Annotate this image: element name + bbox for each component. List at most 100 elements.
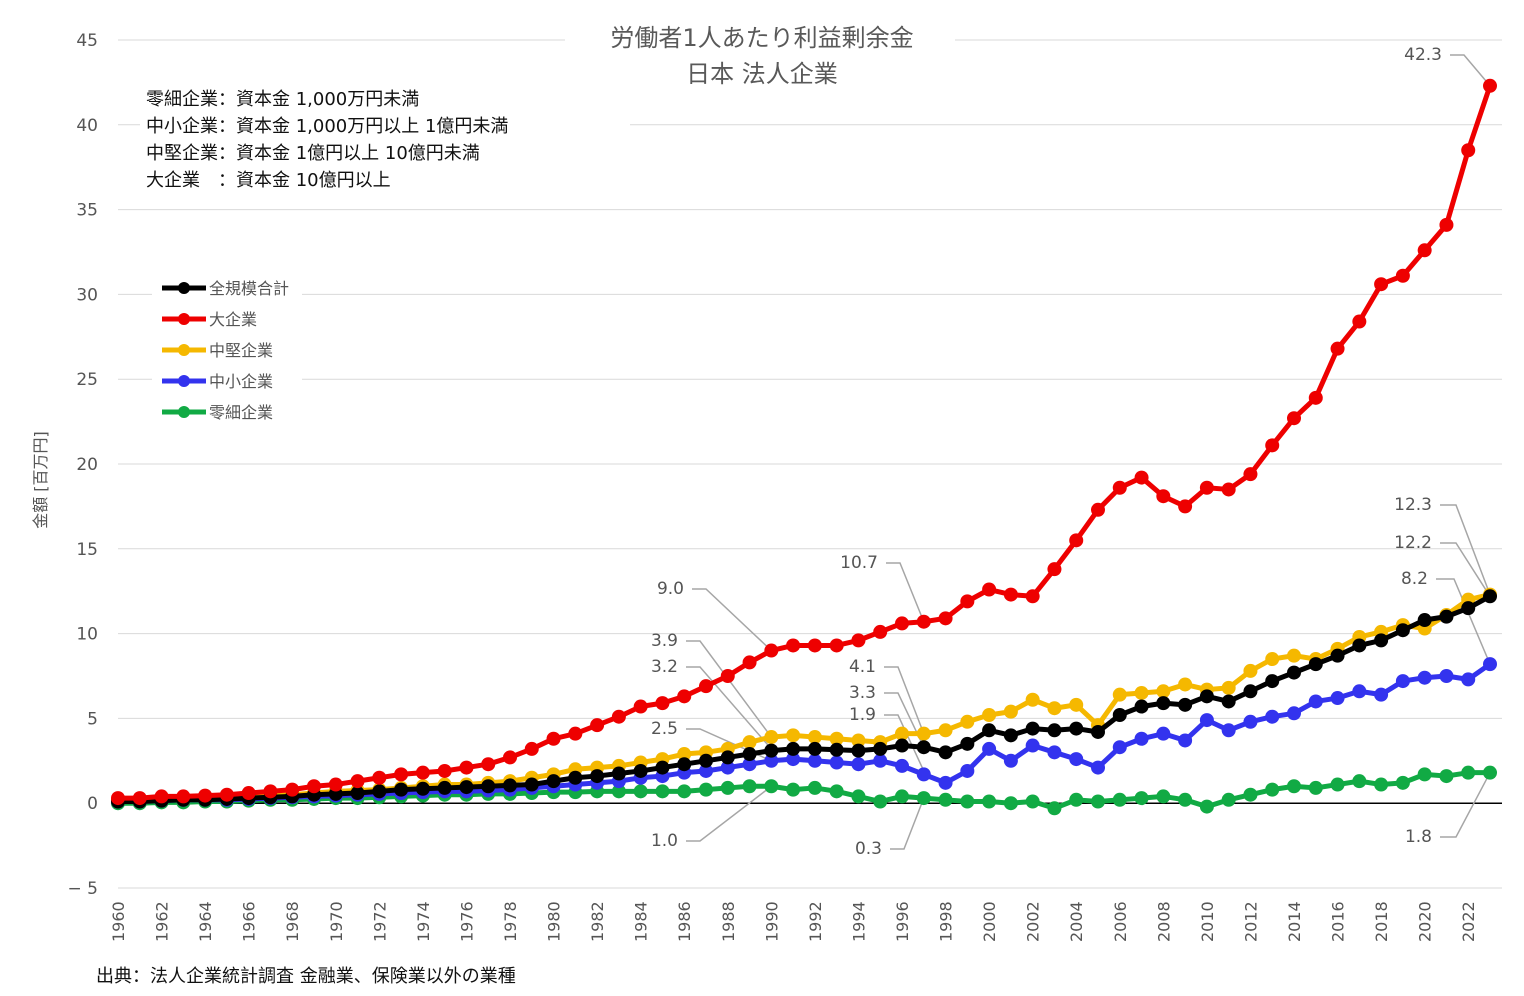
legend-label: 中小企業: [209, 372, 273, 391]
data-point: [1483, 765, 1497, 780]
data-point: [1178, 499, 1193, 514]
data-point: [742, 747, 757, 762]
series-0: [111, 589, 1497, 809]
annotation-leader-line: [686, 640, 772, 738]
y-tick-label: 0: [87, 794, 98, 814]
data-point: [720, 669, 735, 683]
data-point: [1352, 638, 1367, 653]
notes-background: [140, 84, 630, 192]
data-point: [633, 763, 648, 778]
y-axis-label: 金額 [百万円]: [31, 431, 50, 529]
data-point: [742, 757, 757, 772]
x-tick-label: 1970: [327, 901, 346, 942]
data-point: [938, 775, 953, 790]
data-point: [1243, 714, 1258, 729]
data-point: [786, 782, 801, 797]
data-point: [1308, 390, 1323, 405]
data-point: [1374, 687, 1389, 702]
data-point: [1308, 694, 1323, 709]
data-point: [219, 787, 234, 802]
data-point: [1047, 745, 1062, 760]
y-axis-ticks: − 5 0 5 10 15 20 25 30 35 40 45: [68, 31, 98, 899]
x-tick-label: 1998: [937, 901, 956, 942]
series-line: [118, 84, 1493, 801]
data-point: [611, 784, 626, 799]
data-point: [1330, 341, 1345, 356]
data-point: [699, 679, 713, 694]
data-point: [1221, 792, 1236, 807]
data-point: [851, 633, 866, 648]
note-line-4: 大企業 ：資本金 10億円以上: [146, 170, 391, 191]
data-point: [851, 757, 866, 772]
data-point: [1069, 752, 1084, 767]
legend-swatch-marker: [178, 313, 190, 325]
data-point: [873, 753, 888, 768]
data-point: [764, 643, 779, 658]
data-point: [1374, 777, 1389, 792]
data-point: [677, 689, 692, 704]
data-point: [655, 784, 670, 799]
data-point: [1003, 753, 1018, 768]
data-point: [699, 763, 713, 778]
data-point: [916, 614, 931, 629]
y-tick-label: 45: [76, 31, 98, 51]
data-point: [1199, 713, 1214, 728]
x-tick-label: 1964: [196, 901, 215, 942]
data-point: [1417, 613, 1432, 628]
data-point: [829, 638, 844, 653]
data-point: [938, 723, 953, 738]
data-point: [1047, 701, 1062, 716]
data-point: [1483, 78, 1497, 93]
data-point: [764, 730, 779, 745]
legend-label: 大企業: [209, 310, 257, 329]
data-point: [1025, 738, 1040, 753]
data-point: [1439, 669, 1454, 683]
annotation-labels: 42.3 12.3 12.2 8.2 1.8 10.7 9.0 3.9 3.2 2.5 4.1 3.3…: [651, 45, 1442, 859]
data-point: [720, 780, 735, 795]
data-point: [524, 777, 539, 792]
data-point: [1134, 685, 1149, 700]
data-point: [372, 784, 387, 799]
x-tick-label: 1996: [893, 901, 912, 942]
data-point: [1461, 672, 1476, 687]
annotation-leader-line: [1440, 542, 1491, 597]
annotation-label: 1.8: [1405, 827, 1432, 847]
data-point: [568, 726, 583, 741]
data-point: [960, 594, 975, 609]
data-point: [481, 779, 496, 794]
data-point: [677, 757, 692, 772]
data-point: [1308, 780, 1323, 795]
data-point: [1330, 777, 1345, 792]
x-tick-label: 1966: [240, 901, 259, 942]
data-point: [1265, 782, 1280, 797]
data-point: [132, 791, 147, 806]
annotation-leader-line: [890, 797, 925, 850]
data-point: [1461, 601, 1476, 616]
annotation-leader-line: [686, 785, 772, 842]
data-point: [481, 757, 496, 772]
data-point: [1025, 794, 1040, 809]
y-tick-label: − 5: [68, 879, 98, 899]
data-point: [851, 743, 866, 758]
data-point: [1025, 692, 1040, 707]
data-point: [982, 582, 997, 597]
data-point: [807, 741, 822, 756]
data-point: [1221, 694, 1236, 709]
series-2: [111, 587, 1497, 807]
data-point: [154, 789, 169, 804]
x-tick-label: 1978: [501, 901, 520, 942]
annotation-label: 42.3: [1404, 45, 1442, 65]
x-tick-label: 1972: [370, 901, 389, 942]
data-point: [1439, 217, 1454, 232]
data-point: [1243, 787, 1258, 802]
data-point: [1112, 708, 1127, 723]
x-tick-label: 1982: [588, 901, 607, 942]
legend-swatch-marker: [178, 406, 190, 418]
data-point: [1178, 677, 1193, 692]
data-point: [1091, 724, 1105, 739]
data-point: [1265, 709, 1280, 724]
x-tick-label: 1968: [283, 901, 302, 942]
data-point: [1025, 721, 1040, 736]
data-point: [1287, 411, 1301, 426]
data-point: [1112, 792, 1127, 807]
